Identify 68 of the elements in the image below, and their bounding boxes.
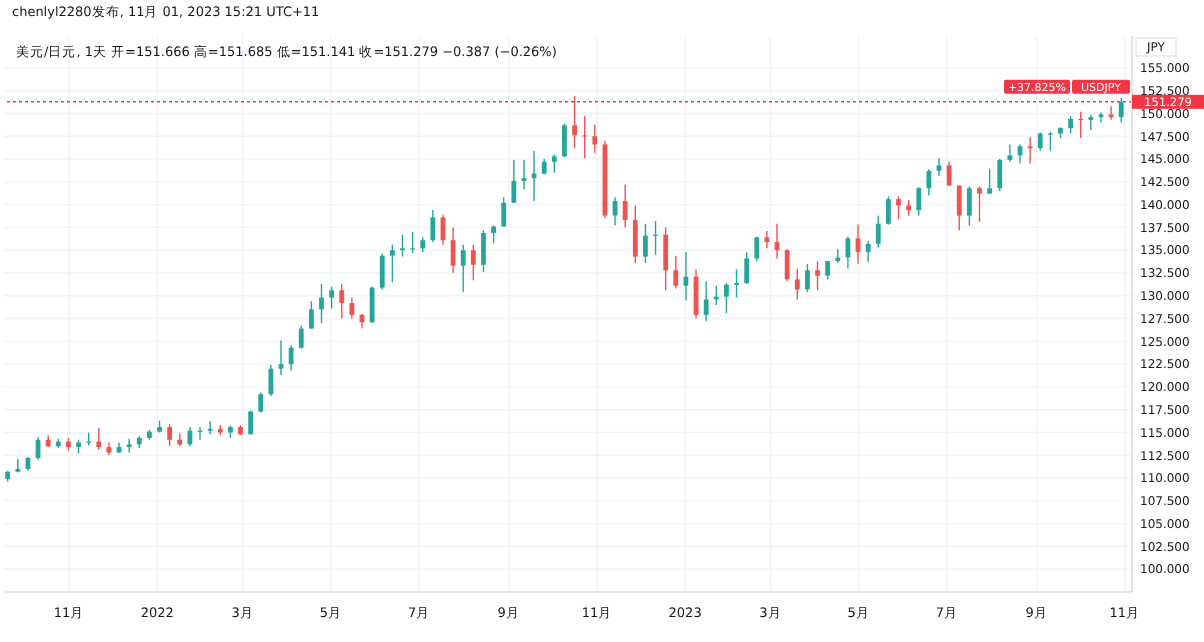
- candlestick: [501, 196, 507, 228]
- candlestick: [410, 231, 415, 254]
- candlestick: [400, 234, 405, 258]
- candlestick: [956, 184, 962, 231]
- candlestick: [187, 426, 193, 447]
- candlestick: [278, 339, 284, 376]
- candlestick: [703, 280, 709, 322]
- candlestick: [1027, 136, 1033, 165]
- candlestick: [754, 235, 760, 262]
- candlestick: [977, 185, 982, 223]
- candlestick: [916, 186, 922, 217]
- candlestick: [379, 253, 385, 291]
- candlestick: [298, 325, 304, 350]
- candlestick: [997, 158, 1003, 192]
- candlestick: [288, 344, 294, 372]
- candlestick: [885, 195, 891, 226]
- candlestick: [1088, 113, 1094, 131]
- candlestick: [551, 153, 557, 174]
- candlestick: [987, 168, 993, 195]
- candlestick: [481, 229, 486, 273]
- candlestick: [622, 183, 628, 229]
- candlestick: [1037, 131, 1043, 152]
- candlestick: [339, 283, 345, 320]
- candlestick: [764, 230, 770, 250]
- candlestick: [329, 285, 335, 310]
- candlestick: [582, 115, 588, 159]
- candlestick: [460, 244, 466, 293]
- candlestick: [724, 282, 729, 314]
- candlestick: [562, 122, 567, 158]
- candlestick: [643, 223, 648, 264]
- candlestick: [308, 300, 314, 330]
- candlestick: [319, 283, 324, 324]
- candlestick: [845, 235, 851, 270]
- candlestick: [784, 248, 790, 282]
- candlestick: [96, 427, 102, 451]
- candlestick: [521, 159, 527, 190]
- candlestick: [966, 185, 972, 227]
- candlestick: [875, 214, 881, 249]
- candlestick: [268, 364, 274, 397]
- candlestick: [511, 159, 517, 204]
- candlestick: [126, 438, 132, 454]
- candlestick: [572, 95, 577, 149]
- candlestick: [663, 226, 669, 291]
- candlestick: [1108, 105, 1114, 121]
- candlestick: [167, 423, 173, 447]
- candlestick: [1118, 97, 1124, 124]
- candlestick: [815, 260, 820, 291]
- candlestick: [896, 195, 901, 220]
- candlestick: [592, 123, 598, 154]
- candlestick: [805, 263, 810, 293]
- candlestick: [389, 244, 395, 283]
- candlestick: [349, 296, 355, 320]
- candlestick: [734, 268, 739, 299]
- candlestick: [632, 204, 638, 264]
- candlestick: [15, 458, 21, 474]
- candlestick: [430, 209, 436, 243]
- candlestick: [1007, 143, 1013, 163]
- candlestick: [470, 244, 476, 281]
- candlestick: [936, 157, 942, 178]
- candlestick: [744, 251, 750, 285]
- candlestick: [865, 240, 871, 263]
- candlestick: [825, 260, 831, 281]
- candlestick: [673, 254, 679, 290]
- candlestick: [207, 419, 213, 436]
- candlestick: [794, 267, 800, 301]
- candlestick: [369, 285, 375, 324]
- candlestick: [1098, 111, 1104, 124]
- candlestick: [926, 168, 932, 197]
